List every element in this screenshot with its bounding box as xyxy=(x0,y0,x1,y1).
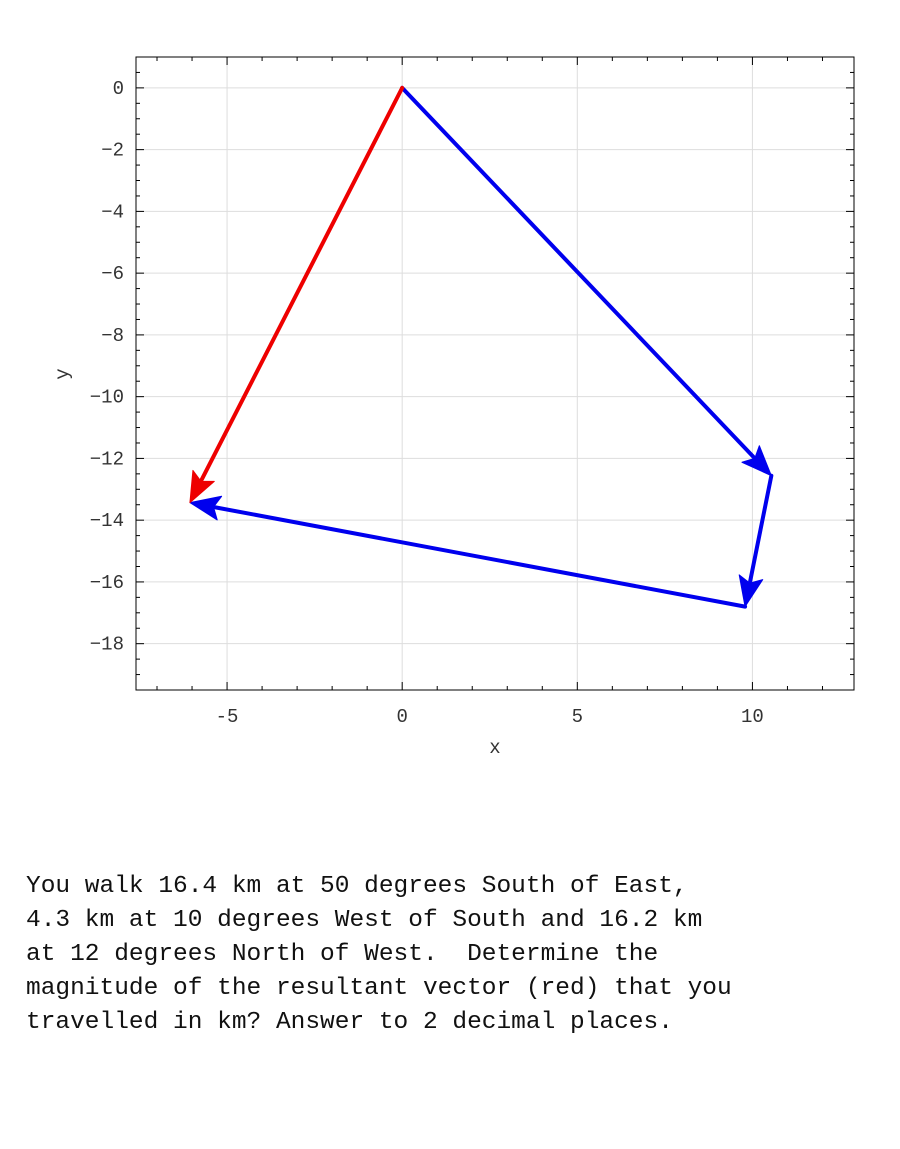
y-tick-label: −16 xyxy=(90,572,124,594)
y-tick-label: 0 xyxy=(113,78,124,100)
y-tick-label: −2 xyxy=(101,140,124,162)
plot-frame xyxy=(135,56,855,691)
component-vector-2 xyxy=(738,473,774,608)
y-tick-label: −4 xyxy=(101,201,124,223)
x-tick-label: -5 xyxy=(216,706,239,728)
resultant-vector-4 xyxy=(189,85,405,504)
x-tick-label: 0 xyxy=(396,706,407,728)
component-vector-3 xyxy=(189,495,748,609)
resultant-vector-shaft xyxy=(199,85,405,482)
vector-chart: -5 0 5 10 0 −2 −4 −6 −8 −10 −12 −14 −16 −18 x y xyxy=(52,56,855,759)
x-tick-label: 5 xyxy=(572,706,583,728)
component-vector-shaft xyxy=(213,505,748,609)
y-tick-label: −18 xyxy=(90,634,124,656)
grid xyxy=(136,57,854,690)
component-vector-shaft xyxy=(400,85,756,459)
y-axis-label: y xyxy=(52,368,74,379)
component-vector-1 xyxy=(400,85,772,477)
y-tick-label: −6 xyxy=(101,263,124,285)
y-tick-label: −12 xyxy=(90,448,124,470)
component-vector-arrowhead xyxy=(189,495,223,521)
x-tick-label: 10 xyxy=(741,706,764,728)
component-vector-arrowhead xyxy=(738,574,764,608)
question-text: You walk 16.4 km at 50 degrees South of … xyxy=(26,873,732,1036)
vectors xyxy=(189,85,774,609)
axis-ticks xyxy=(136,57,854,690)
x-axis-label: x xyxy=(489,737,500,759)
resultant-vector-arrowhead xyxy=(189,469,215,504)
y-tick-label: −8 xyxy=(101,325,124,347)
component-vector-arrowhead xyxy=(741,445,772,477)
tick-labels: -5 0 5 10 0 −2 −4 −6 −8 −10 −12 −14 −16 −18 xyxy=(90,78,764,728)
y-tick-label: −10 xyxy=(90,387,124,409)
y-tick-label: −14 xyxy=(90,510,124,532)
component-vector-shaft xyxy=(748,473,774,584)
